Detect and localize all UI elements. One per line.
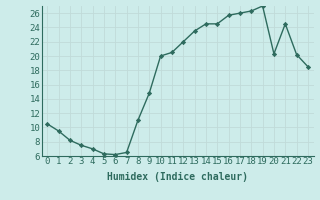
X-axis label: Humidex (Indice chaleur): Humidex (Indice chaleur) [107,172,248,182]
